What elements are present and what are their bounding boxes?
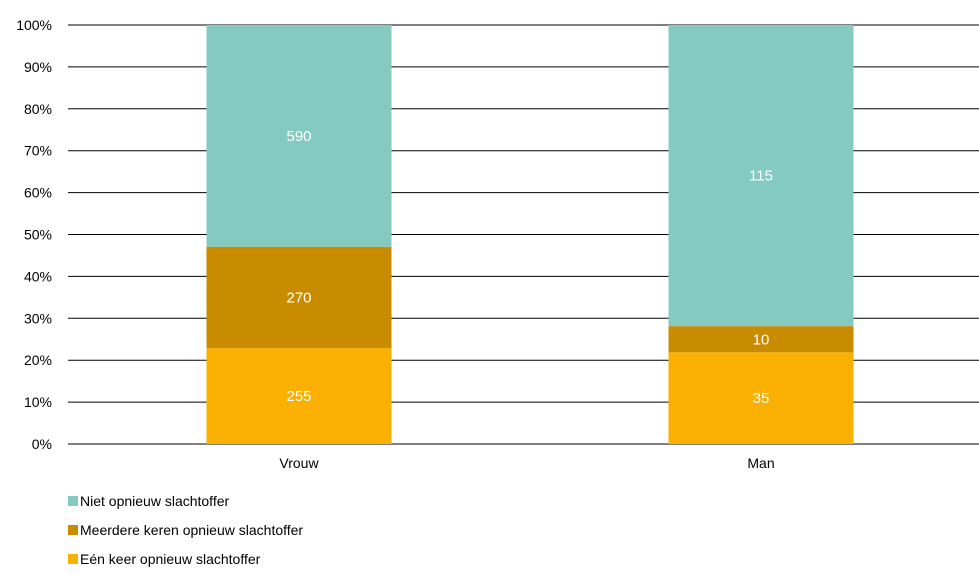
legend-swatch [68,495,78,506]
y-tick-label: 50% [24,227,52,243]
data-label: 590 [286,128,311,145]
legend-label: Eén keer opnieuw slachtoffer [80,550,261,567]
y-tick-label: 80% [24,101,52,117]
y-tick-label: 10% [24,394,52,410]
legend: Niet opnieuw slachtoffer Meerdere keren o… [68,486,303,573]
bar-segment-man-2 [668,25,854,327]
legend-label: Niet opnieuw slachtoffer [80,492,230,509]
x-tick-label: Vrouw [279,455,319,471]
y-tick-label: 40% [24,268,52,284]
bar-segment-vrouw-1 [206,246,392,349]
legend-swatch [68,524,78,535]
y-tick-label: 90% [24,59,52,75]
bar-segment-man-1 [668,326,854,353]
data-label: 35 [753,390,770,407]
y-tick-label: 100% [16,17,52,33]
legend-label: Meerdere keren opnieuw slachtoffer [80,521,304,538]
y-tick-label: 0% [32,436,52,452]
bar-segment-man-0 [668,352,854,444]
x-axis-labels: Vrouw Man [279,455,774,471]
data-label: 10 [753,331,770,348]
legend-swatch [68,553,78,564]
legend-item: Niet opnieuw slachtoffer [68,486,303,515]
y-tick-label: 20% [24,352,52,368]
y-tick-label: 30% [24,310,52,326]
bar-segment-vrouw-2 [206,25,392,247]
bar-segment-vrouw-0 [206,348,392,444]
x-tick-label: Man [747,455,774,471]
y-tick-label: 60% [24,185,52,201]
legend-item: Eén keer opnieuw slachtoffer [68,544,303,573]
data-label: 115 [749,168,773,185]
y-axis-ticks: 0% 10% 20% 30% 40% 50% 60% 70% 80% 90% 100% [16,17,52,452]
bars: 255 270 590 35 10 115 [206,25,854,444]
data-label: 270 [286,289,311,306]
legend-item: Meerdere keren opnieuw slachtoffer [68,515,303,544]
stacked-bar-chart: 0% 10% 20% 30% 40% 50% 60% 70% 80% 90% 100% 255 270… [16,17,979,471]
data-label: 255 [286,388,311,405]
y-tick-label: 70% [24,143,52,159]
